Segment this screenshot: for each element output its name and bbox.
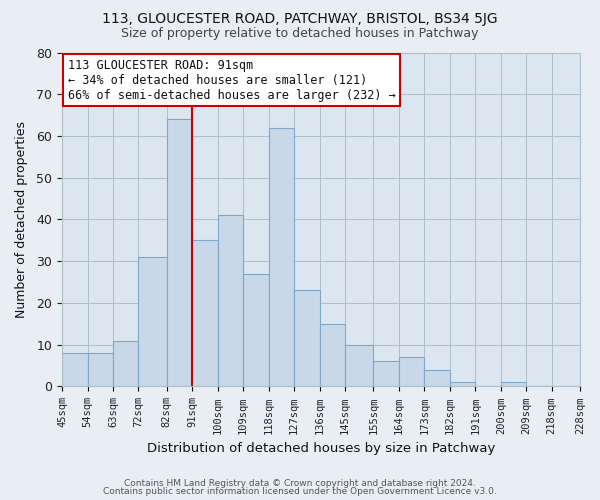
X-axis label: Distribution of detached houses by size in Patchway: Distribution of detached houses by size … — [147, 442, 495, 455]
Bar — [501, 382, 526, 386]
Text: 113 GLOUCESTER ROAD: 91sqm
← 34% of detached houses are smaller (121)
66% of sem: 113 GLOUCESTER ROAD: 91sqm ← 34% of deta… — [68, 59, 395, 102]
Bar — [294, 290, 320, 386]
Text: Contains public sector information licensed under the Open Government Licence v3: Contains public sector information licen… — [103, 487, 497, 496]
Bar — [269, 128, 294, 386]
Bar — [113, 340, 139, 386]
Bar — [167, 120, 192, 386]
Bar — [450, 382, 475, 386]
Text: Size of property relative to detached houses in Patchway: Size of property relative to detached ho… — [121, 28, 479, 40]
Bar — [345, 344, 373, 387]
Bar — [88, 353, 113, 386]
Bar — [139, 257, 167, 386]
Bar — [399, 357, 424, 386]
Bar — [243, 274, 269, 386]
Bar — [62, 353, 88, 386]
Bar — [424, 370, 450, 386]
Y-axis label: Number of detached properties: Number of detached properties — [15, 121, 28, 318]
Bar — [192, 240, 218, 386]
Bar — [580, 382, 600, 386]
Bar — [218, 216, 243, 386]
Bar — [373, 362, 399, 386]
Bar — [320, 324, 345, 386]
Text: 113, GLOUCESTER ROAD, PATCHWAY, BRISTOL, BS34 5JG: 113, GLOUCESTER ROAD, PATCHWAY, BRISTOL,… — [102, 12, 498, 26]
Text: Contains HM Land Registry data © Crown copyright and database right 2024.: Contains HM Land Registry data © Crown c… — [124, 478, 476, 488]
